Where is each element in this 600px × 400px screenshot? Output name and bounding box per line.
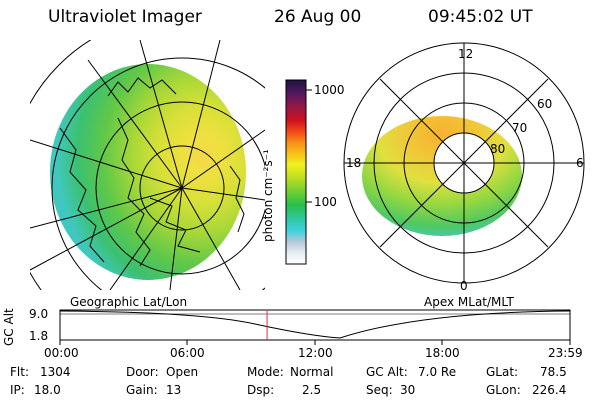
mlt-label-12: 12: [458, 47, 474, 61]
coastline-path-3: [149, 197, 201, 253]
time-tick-label-1200: 12:00: [298, 346, 333, 360]
seq-label: Seq:: [366, 383, 393, 397]
ip-label: IP:: [10, 383, 25, 397]
geographic-map-panel: [30, 40, 265, 290]
apex-map-panel: [343, 42, 585, 284]
gain-label: Gain:: [126, 383, 158, 397]
geo-lat-circle-outer: [51, 57, 265, 290]
mlt-label-6: 6: [576, 156, 584, 170]
app-title: Ultraviolet Imager: [48, 7, 202, 27]
ip-value: 18.0: [34, 383, 61, 397]
colorbar: [285, 79, 307, 265]
apex-panel-caption: Apex MLat/MLT: [424, 295, 514, 309]
altitude-curve: [59, 310, 571, 339]
gcalt-label: GC Alt:: [366, 365, 408, 379]
glat-label: GLat:: [486, 365, 519, 379]
door-label: Door:: [126, 365, 159, 379]
altitude-plot: [59, 309, 571, 345]
date-label: 26 Aug 00: [274, 7, 362, 27]
coastline-path-5: [229, 165, 245, 233]
coastline-path-2: [59, 127, 105, 263]
time-tick-label-2359: 23:59: [548, 346, 583, 360]
geo-lat-circle-mid: [95, 101, 265, 275]
flt-value: 1304: [40, 365, 71, 379]
dsp-value: 2.5: [302, 383, 322, 397]
time-tick-label-1800: 18:00: [425, 346, 460, 360]
coastline-path: [117, 117, 151, 267]
altitude-ytick-1-8: 1.8: [29, 329, 49, 343]
mode-value: Normal: [290, 365, 334, 379]
mlat-label-60: 60: [537, 97, 553, 111]
glon-label: GLon:: [486, 383, 521, 397]
altitude-ytick-9: 9.0: [29, 307, 49, 321]
auroral-image-geo: [50, 64, 246, 280]
door-value: Open: [166, 365, 199, 379]
mode-label: Mode:: [247, 365, 284, 379]
geo-panel-caption: Geographic Lat/Lon: [70, 295, 188, 309]
colorbar-label-1000: 1000: [314, 83, 345, 97]
colorbar-unit-label: photon cm⁻²s⁻¹: [261, 149, 275, 242]
time-label: 09:45:02 UT: [428, 7, 533, 27]
time-tick-label-0600: 06:00: [170, 346, 205, 360]
time-ticks: [59, 340, 571, 345]
mlt-spokes: [344, 43, 584, 283]
colorbar-label-100: 100: [314, 195, 337, 209]
gcalt-value: 7.0 Re: [418, 365, 457, 379]
geo-lat-circle-inner: [139, 145, 225, 231]
mlat-label-80: 80: [490, 142, 506, 156]
dsp-label: Dsp:: [247, 383, 275, 397]
seq-value: 30: [400, 383, 416, 397]
glon-value: 226.4: [532, 383, 567, 397]
mlat-label-70: 70: [512, 121, 528, 135]
geo-meridians: [30, 40, 265, 290]
altitude-ylabel: GC Alt: [2, 308, 16, 346]
gain-value: 13: [166, 383, 182, 397]
flt-label: Flt:: [10, 365, 29, 379]
glat-value: 78.5: [540, 365, 567, 379]
time-tick-label-0000: 00:00: [44, 346, 79, 360]
mlt-label-18: 18: [346, 156, 362, 170]
mlt-label-0: 0: [460, 279, 468, 293]
coastline-path-4: [107, 77, 177, 97]
